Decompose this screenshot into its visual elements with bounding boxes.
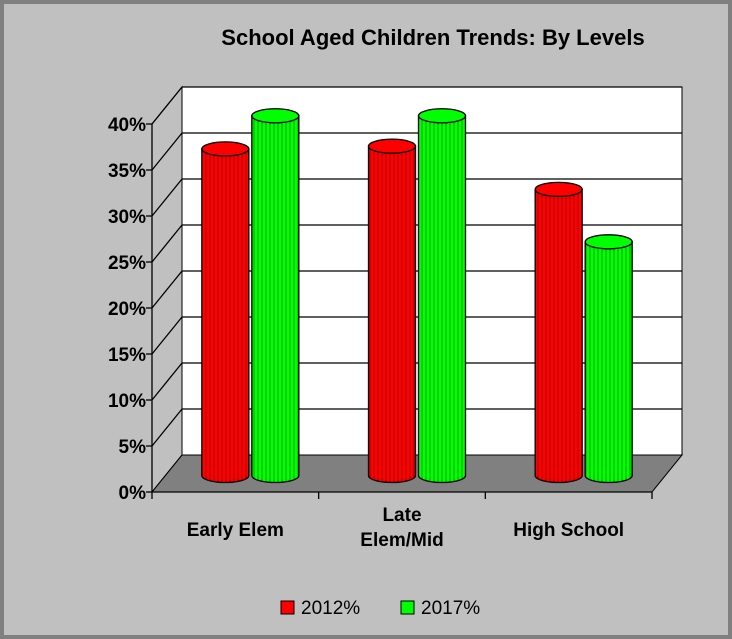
x-category-label: Late	[382, 505, 421, 526]
legend: 2012% 2017%	[280, 598, 480, 619]
x-category-label: Elem/Mid	[360, 530, 443, 551]
bar	[534, 181, 583, 484]
y-tick-label: 40%	[108, 115, 146, 136]
legend-swatch	[280, 600, 295, 615]
y-tick-label: 20%	[108, 299, 146, 320]
bar	[584, 234, 633, 484]
bar-top	[367, 138, 417, 154]
y-tick-label: 25%	[108, 253, 146, 274]
gridline-side	[151, 316, 183, 355]
legend-swatch	[400, 600, 415, 615]
gridline-side	[151, 224, 183, 263]
legend-label: 2012%	[301, 598, 360, 619]
bar-top	[534, 181, 583, 198]
gridline-side	[151, 408, 183, 447]
x-axis-categories: Early Elem Late Elem/Mid High School	[187, 505, 624, 551]
y-tick-label: 30%	[108, 207, 146, 228]
y-tick-label: 15%	[108, 345, 146, 366]
y-tick-label: 0%	[119, 483, 147, 504]
gridline-side	[151, 178, 183, 217]
y-tick-label: 35%	[108, 161, 146, 182]
x-category-label: High School	[513, 520, 624, 541]
bar	[251, 108, 300, 484]
bar-body	[251, 115, 300, 484]
gridline-side	[151, 132, 183, 171]
chart-title: School Aged Children Trends: By Levels	[221, 25, 644, 50]
gridline-side	[151, 270, 183, 309]
bar	[367, 138, 417, 484]
bar-body	[367, 145, 417, 484]
bar	[417, 108, 467, 484]
bars	[201, 108, 633, 484]
bar-body	[584, 241, 633, 484]
bar-body	[534, 188, 583, 484]
y-axis-ticks: 0% 5% 10% 15% 20% 25% 30% 35% 40%	[108, 115, 146, 504]
gridline-side	[151, 86, 183, 125]
gridline-side	[151, 362, 183, 401]
bar-top	[201, 141, 250, 157]
legend-label: 2017%	[421, 598, 480, 619]
bar-top	[584, 234, 633, 250]
bar	[201, 141, 250, 484]
y-tick-label: 5%	[119, 437, 147, 458]
x-category-label: Early Elem	[187, 520, 284, 541]
bar-body	[201, 148, 250, 484]
bar-body	[417, 115, 467, 484]
y-tick-label: 10%	[108, 391, 146, 412]
bar-top	[417, 108, 467, 124]
bar-top	[251, 108, 300, 124]
